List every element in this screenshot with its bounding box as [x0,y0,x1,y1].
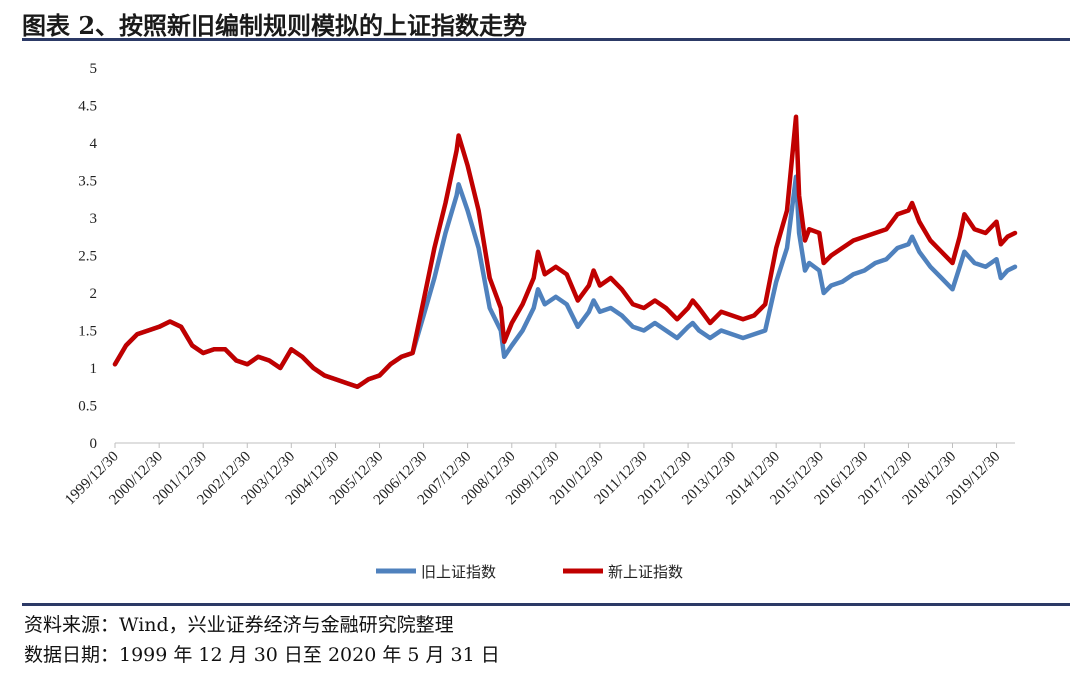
source-note: 资料来源：Wind，兴业证券经济与金融研究院整理 [24,614,454,636]
legend-label: 新上证指数 [608,563,683,581]
y-tick-label: 0.5 [78,399,97,415]
y-tick-label: 4.5 [78,99,97,115]
y-tick-label: 4 [90,136,98,152]
y-axis: 0 0.5 1 1.5 2 2.5 3 3.5 4 4.5 5 [78,61,97,452]
y-tick-label: 1 [90,361,98,377]
title-rule [22,38,1070,41]
y-tick-label: 2.5 [78,249,97,265]
y-tick-label: 0 [90,436,98,452]
y-tick-label: 2 [90,286,98,302]
y-tick-label: 3.5 [78,174,97,190]
series-line-old-index [112,174,1018,390]
y-tick-label: 1.5 [78,324,97,340]
date-range-note: 数据日期：1999 年 12 月 30 日至 2020 年 5 月 31 日 [24,644,500,666]
x-axis: 1999/12/302000/12/302001/12/302002/12/30… [62,442,1015,508]
y-tick-label: 5 [90,61,98,77]
series-line-new-index [112,114,1018,390]
y-tick-label: 3 [90,211,98,227]
page-title: 图表 2、按照新旧编制规则模拟的上证指数走势 [22,11,528,40]
line-chart: 0 0.5 1 1.5 2 2.5 3 3.5 4 4.5 5 1999/12/302000/12/… [62,61,1018,581]
series-layer [112,114,1018,390]
legend-label: 旧上证指数 [421,563,496,581]
footer-rule [22,603,1070,606]
legend: 旧上证指数 新上证指数 [376,563,683,581]
